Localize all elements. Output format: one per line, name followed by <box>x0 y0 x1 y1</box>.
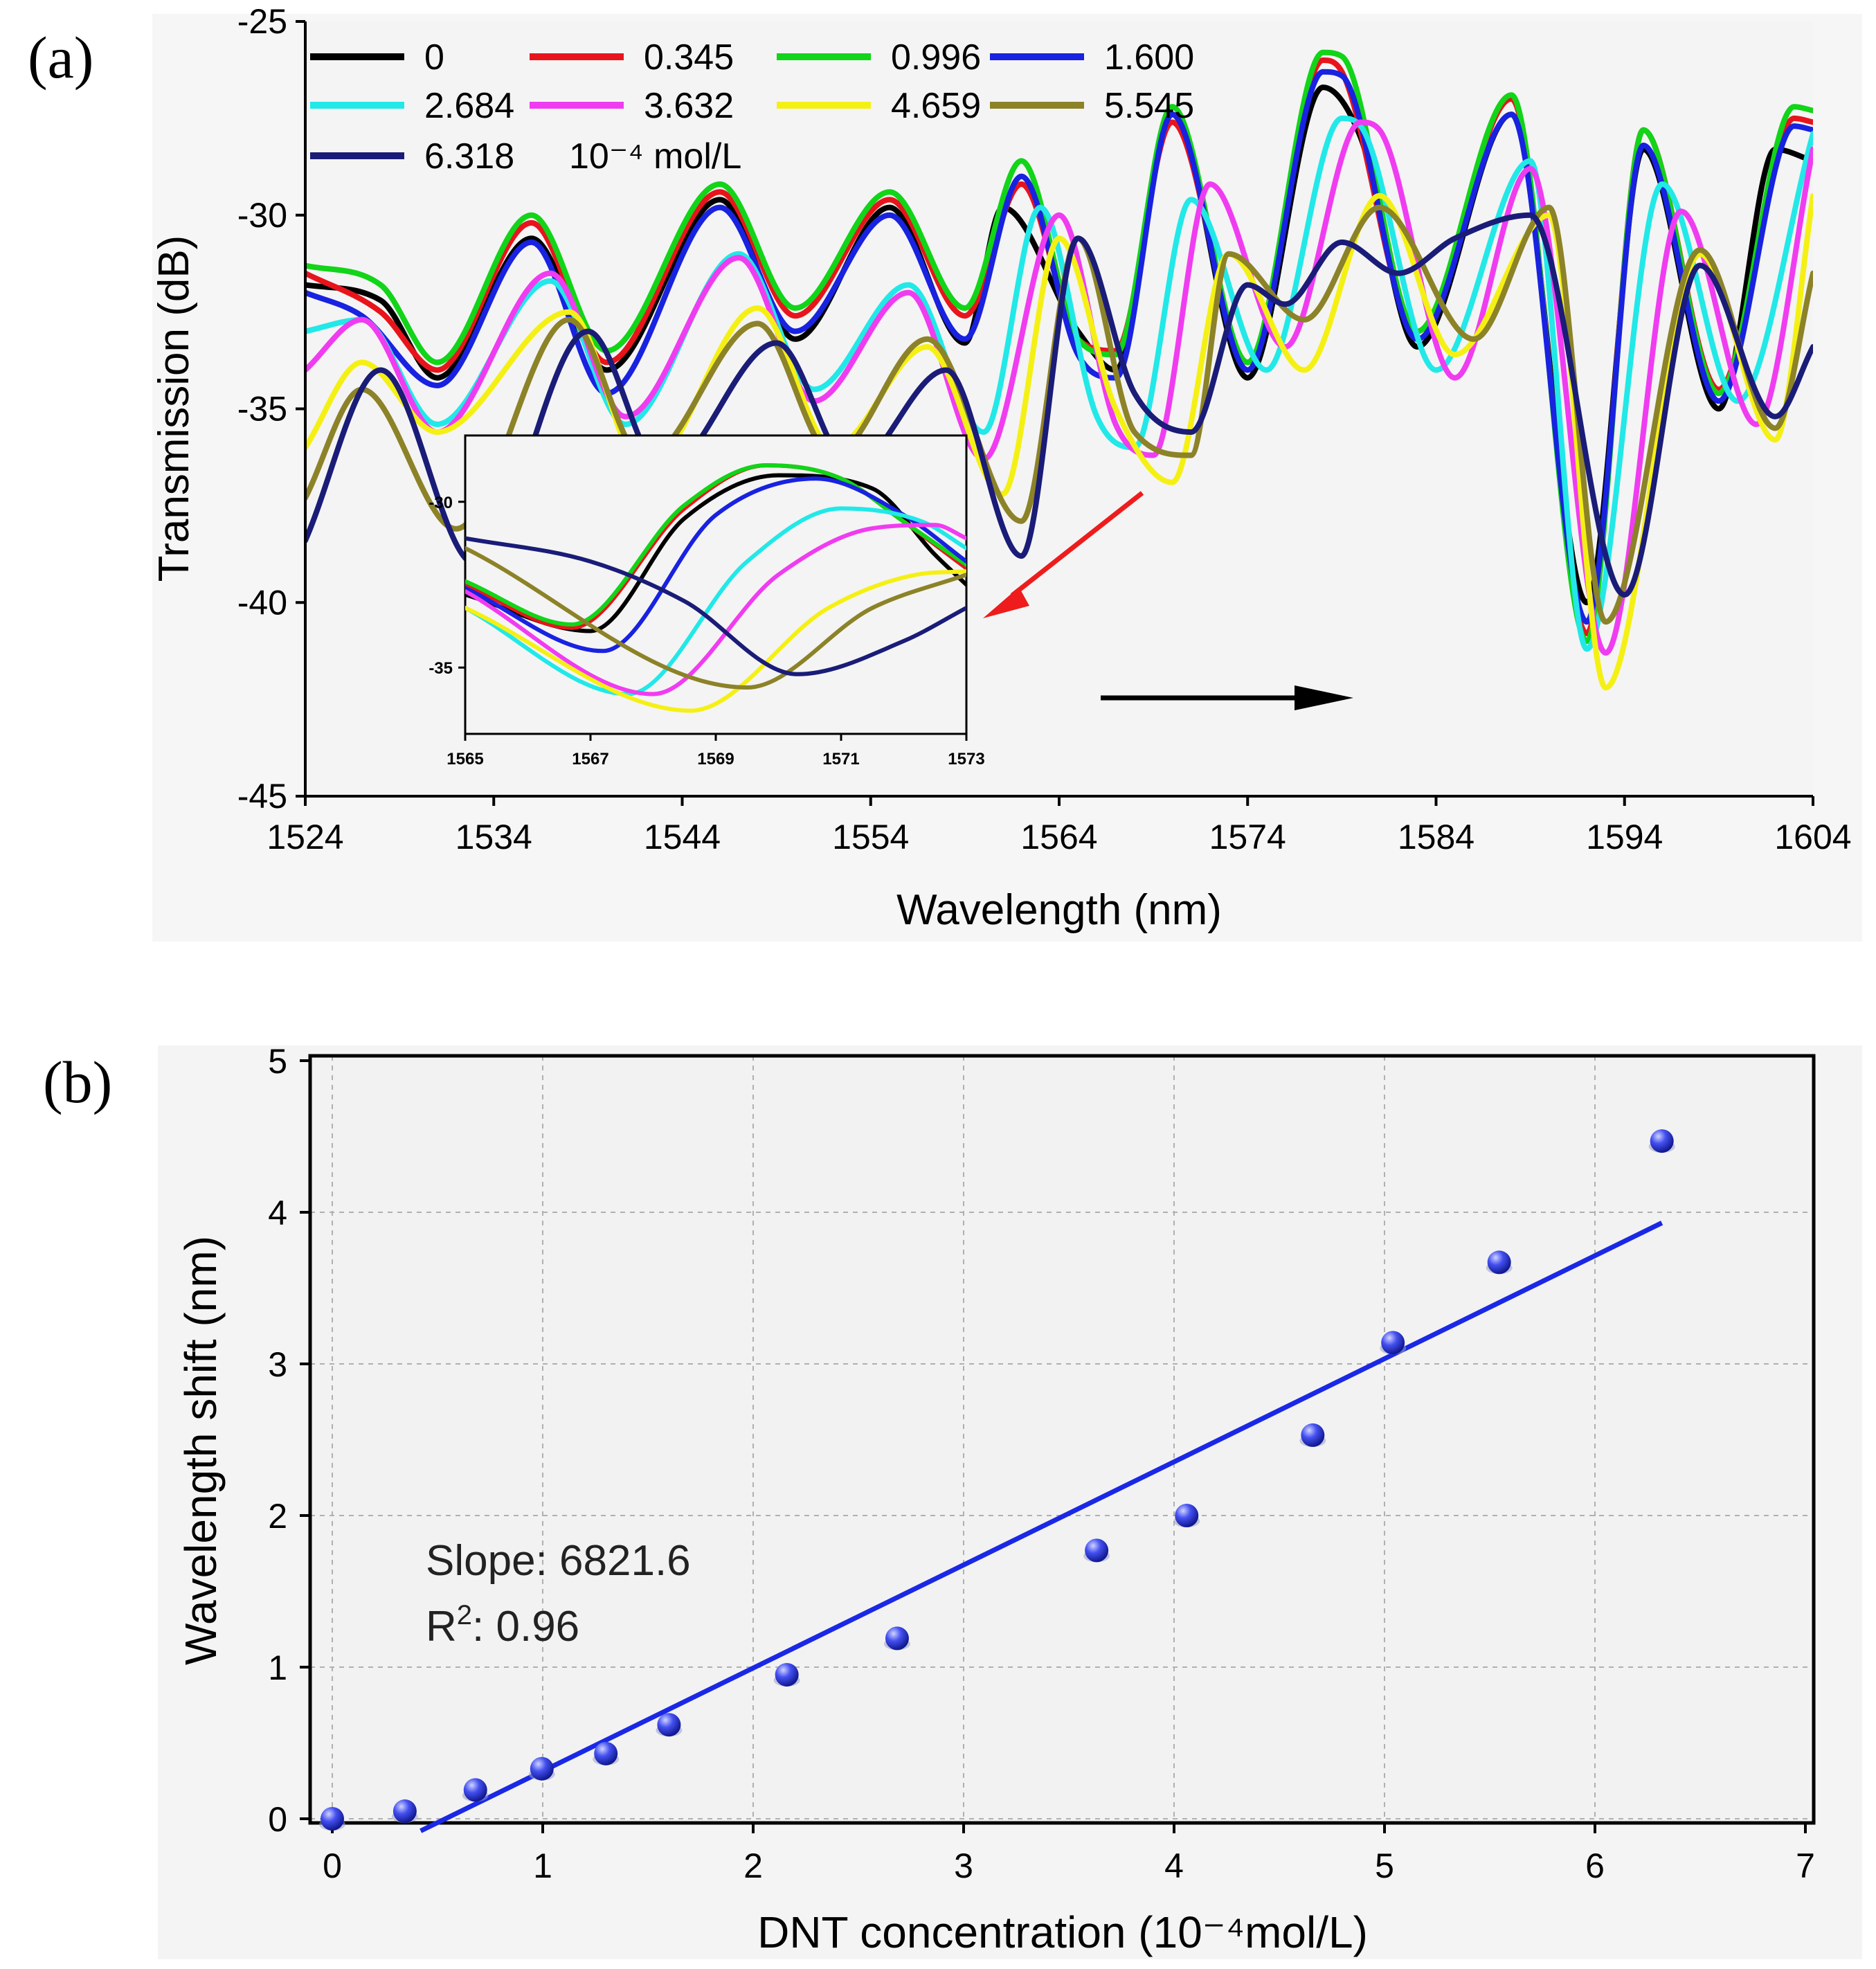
data-point <box>594 1741 618 1765</box>
y-tick-label: 2 <box>268 1497 287 1536</box>
x-tick-label: 1534 <box>456 818 532 856</box>
panel-a-ticks: 1524 1534 1544 1554 1564 1574 1584 1594 1604 -25 -… <box>237 2 1852 856</box>
legend-label-5-545: 5.545 <box>1104 86 1194 126</box>
data-point <box>530 1756 554 1781</box>
series-line-3-632 <box>305 119 1813 656</box>
legend-label-1-600: 1.600 <box>1104 37 1194 78</box>
x-tick-label: 5 <box>1375 1846 1394 1885</box>
data-point <box>463 1778 487 1802</box>
data-point <box>1487 1250 1511 1275</box>
series-line-1-600 <box>305 69 1813 625</box>
x-tick-label: 7 <box>1796 1846 1815 1885</box>
x-tick-label: 0 <box>323 1846 342 1885</box>
slope-annotation: Slope: 6821.6 <box>426 1537 691 1585</box>
x-tick-label: 1604 <box>1774 818 1851 856</box>
y-tick-label: 5 <box>268 1042 287 1081</box>
red-shift-arrow <box>983 491 1144 618</box>
panel-b-x-axis-label: DNT concentration (10⁻⁴mol/L) <box>757 1907 1368 1957</box>
x-tick-label: 1544 <box>644 818 721 856</box>
x-tick-label: 1574 <box>1209 818 1286 856</box>
inset-series-line-3-632 <box>465 523 966 696</box>
x-tick-label: 2 <box>743 1846 763 1885</box>
inset-chart: 1565 1567 1569 1571 1573 -30 -35 <box>429 434 985 768</box>
y-tick-label: -30 <box>237 196 287 235</box>
x-tick-label: 4 <box>1164 1846 1184 1885</box>
y-tick-label: 1 <box>268 1648 287 1687</box>
y-tick-label: 4 <box>268 1194 287 1232</box>
inset-plot-area <box>464 434 968 735</box>
inset-ticks: 1565 1567 1569 1571 1573 -30 -35 <box>429 494 984 768</box>
inset-series-line-5-545 <box>465 546 966 690</box>
y-tick-label: 3 <box>268 1345 287 1384</box>
legend-label-0-345: 0.345 <box>644 37 734 78</box>
y-tick-label: -25 <box>237 2 287 41</box>
panel-b-y-axis-label: Wavelength shift (nm) <box>176 1236 226 1665</box>
inset-x-tick-label: 1569 <box>697 750 734 768</box>
r2-annotation: R2: 0.96 <box>426 1600 579 1651</box>
x-tick-label: 1554 <box>832 818 909 856</box>
legend-label-0: 0 <box>424 37 444 78</box>
y-tick-label: -40 <box>237 583 287 622</box>
panel-b-grid <box>310 1056 1814 1823</box>
data-point <box>885 1626 909 1651</box>
panel-a-x-axis-label: Wavelength (nm) <box>896 886 1222 934</box>
fit-line-segment <box>420 1221 1663 1833</box>
data-point <box>775 1662 799 1687</box>
series-line-5-545 <box>305 204 1813 625</box>
x-tick-label: 1524 <box>267 818 343 856</box>
inset-x-tick-label: 1565 <box>447 750 483 768</box>
panel-b-frame <box>308 1054 1816 1825</box>
legend-label-6-318: 6.318 <box>424 136 514 177</box>
x-tick-label: 1584 <box>1398 818 1474 856</box>
inset-series-line-4-659 <box>465 569 966 713</box>
panel-a-label: (a) <box>28 24 93 91</box>
data-point <box>1175 1504 1199 1527</box>
y-tick-label: -35 <box>237 390 287 429</box>
x-tick-label: 1 <box>533 1846 552 1885</box>
black-shift-arrow <box>1101 685 1353 710</box>
x-tick-label: 1594 <box>1586 818 1663 856</box>
inset-x-tick-label: 1567 <box>572 750 608 768</box>
inset-series-line-2-684 <box>465 506 966 696</box>
panel-a-chart: 1565 1567 1569 1571 1573-30-35 1524 1534 1544 1… <box>150 2 1862 942</box>
legend-label-2-684: 2.684 <box>424 86 514 126</box>
panel-a-series-lines <box>305 49 1813 691</box>
data-point <box>1085 1538 1109 1563</box>
legend-label-0-996: 0.996 <box>891 37 981 78</box>
inset-x-tick-label: 1571 <box>822 750 859 768</box>
x-tick-label: 3 <box>954 1846 973 1885</box>
data-points <box>319 1129 1675 1831</box>
inset-y-tick-label: -30 <box>429 494 453 512</box>
data-point <box>321 1807 344 1831</box>
legend-unit: 10⁻⁴ mol/L <box>569 136 741 177</box>
inset-series-lines <box>465 463 966 713</box>
data-point <box>1301 1423 1325 1447</box>
inset-series-line-6-318 <box>465 536 966 676</box>
panel-b-chart: 0 1 2 3 4 5 6 7 0 1 2 3 4 5 Slope: 6821.6 R2: 0.96 DN… <box>158 1042 1862 1959</box>
panel-b-plot-area <box>310 1056 1814 1823</box>
inset-series-line-0-996 <box>465 463 966 627</box>
fit-line <box>420 1221 1663 1833</box>
y-tick-label: -45 <box>237 777 287 816</box>
panel-b-label: (b) <box>43 1049 112 1115</box>
data-point <box>393 1799 417 1824</box>
x-tick-label: 6 <box>1585 1846 1605 1885</box>
panel-a-y-axis-label: Transmission (dB) <box>150 235 198 582</box>
data-point <box>657 1713 681 1737</box>
x-tick-label: 1564 <box>1020 818 1097 856</box>
legend-label-4-659: 4.659 <box>891 86 981 126</box>
inset-x-tick-label: 1573 <box>948 750 984 768</box>
panel-a-legend: 0 0.345 0.996 1.600 2.684 3.632 4.659 5.545 6.31… <box>310 37 1194 177</box>
series-line-6-318 <box>305 212 1813 598</box>
inset-y-tick-label: -35 <box>429 659 453 678</box>
legend-label-3-632: 3.632 <box>644 86 734 126</box>
y-tick-label: 0 <box>268 1800 287 1839</box>
data-point <box>1650 1129 1674 1153</box>
panel-b-ticks: 0 1 2 3 4 5 6 7 0 1 2 3 4 5 <box>268 1042 1815 1885</box>
data-point <box>1381 1331 1405 1355</box>
